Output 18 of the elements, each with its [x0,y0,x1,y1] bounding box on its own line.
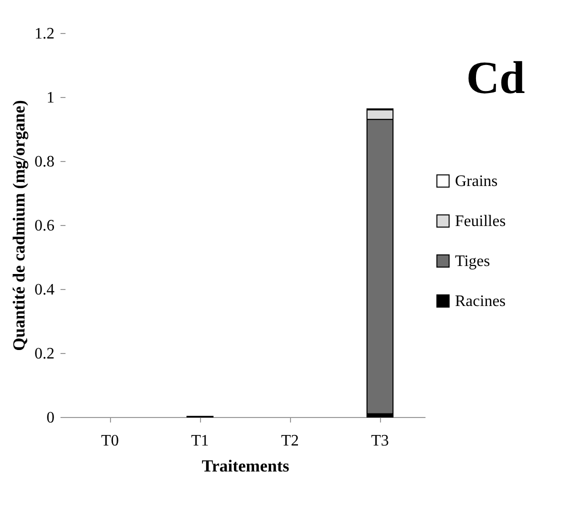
legend-label: Racines [455,293,506,310]
x-tick-label: T1 [191,432,209,450]
x-tick-label: T0 [101,432,119,450]
y-tick-label: 0.6 [34,218,54,234]
y-tick-label: 0.2 [34,346,54,362]
y-tick-label: 1 [46,90,54,106]
x-tick-label: T3 [371,432,389,450]
y-tick-label: 0.8 [34,154,54,170]
legend-label: Grains [455,173,498,190]
y-tick-label: 0.4 [34,282,54,298]
legend-label: Feuilles [455,213,506,230]
x-axis-title: Traitements [202,456,290,476]
chart-title: Cd [466,52,526,103]
y-tick-label: 1.2 [34,26,54,42]
y-tick-label: 0 [46,410,54,426]
x-tick-label: T2 [281,432,299,450]
y-axis-title: Quantité de cadmium (mg/organe) [10,100,28,351]
legend-label: Tiges [455,253,490,270]
